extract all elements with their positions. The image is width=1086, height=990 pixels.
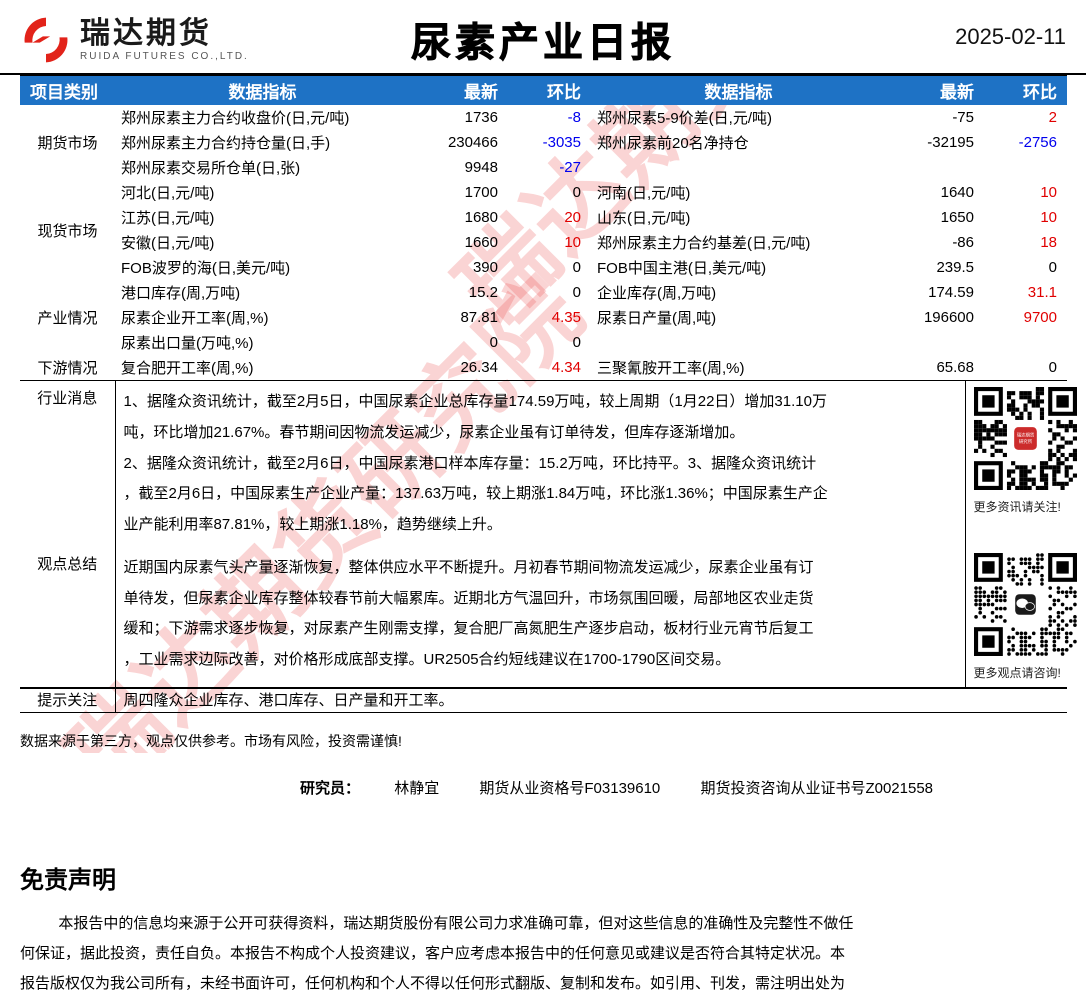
- svg-text:瑞达期货: 瑞达期货: [1016, 431, 1034, 438]
- svg-text:研究所: 研究所: [1018, 438, 1032, 445]
